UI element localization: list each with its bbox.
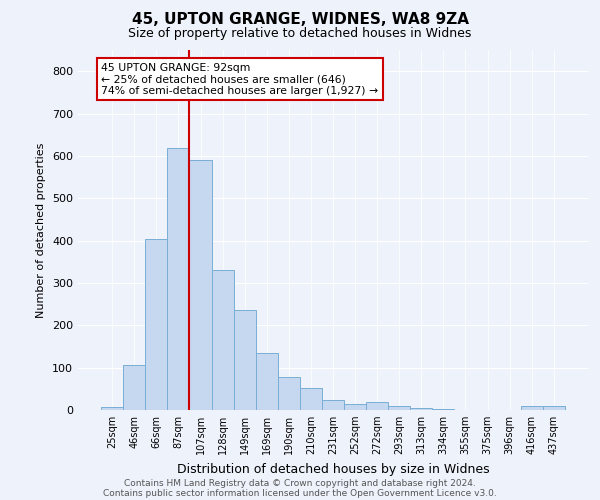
Text: 45 UPTON GRANGE: 92sqm
← 25% of detached houses are smaller (646)
74% of semi-de: 45 UPTON GRANGE: 92sqm ← 25% of detached… [101,62,379,96]
Bar [256,353,278,410]
Bar [433,409,454,410]
Bar [233,310,256,410]
Bar [388,406,410,410]
Bar [212,270,233,410]
Text: Contains public sector information licensed under the Open Government Licence v3: Contains public sector information licen… [103,488,497,498]
Bar [145,239,167,410]
Text: Size of property relative to detached houses in Widnes: Size of property relative to detached ho… [128,28,472,40]
Bar [521,406,543,410]
Bar [300,388,322,410]
Bar [101,406,123,410]
Bar [543,406,565,410]
Y-axis label: Number of detached properties: Number of detached properties [37,142,46,318]
Bar [366,402,388,410]
Text: Contains HM Land Registry data © Crown copyright and database right 2024.: Contains HM Land Registry data © Crown c… [124,478,476,488]
Bar [344,404,366,410]
X-axis label: Distribution of detached houses by size in Widnes: Distribution of detached houses by size … [176,462,490,475]
Bar [322,400,344,410]
Text: 45, UPTON GRANGE, WIDNES, WA8 9ZA: 45, UPTON GRANGE, WIDNES, WA8 9ZA [131,12,469,28]
Bar [410,408,433,410]
Bar [278,377,300,410]
Bar [167,148,190,410]
Bar [123,365,145,410]
Bar [190,160,212,410]
